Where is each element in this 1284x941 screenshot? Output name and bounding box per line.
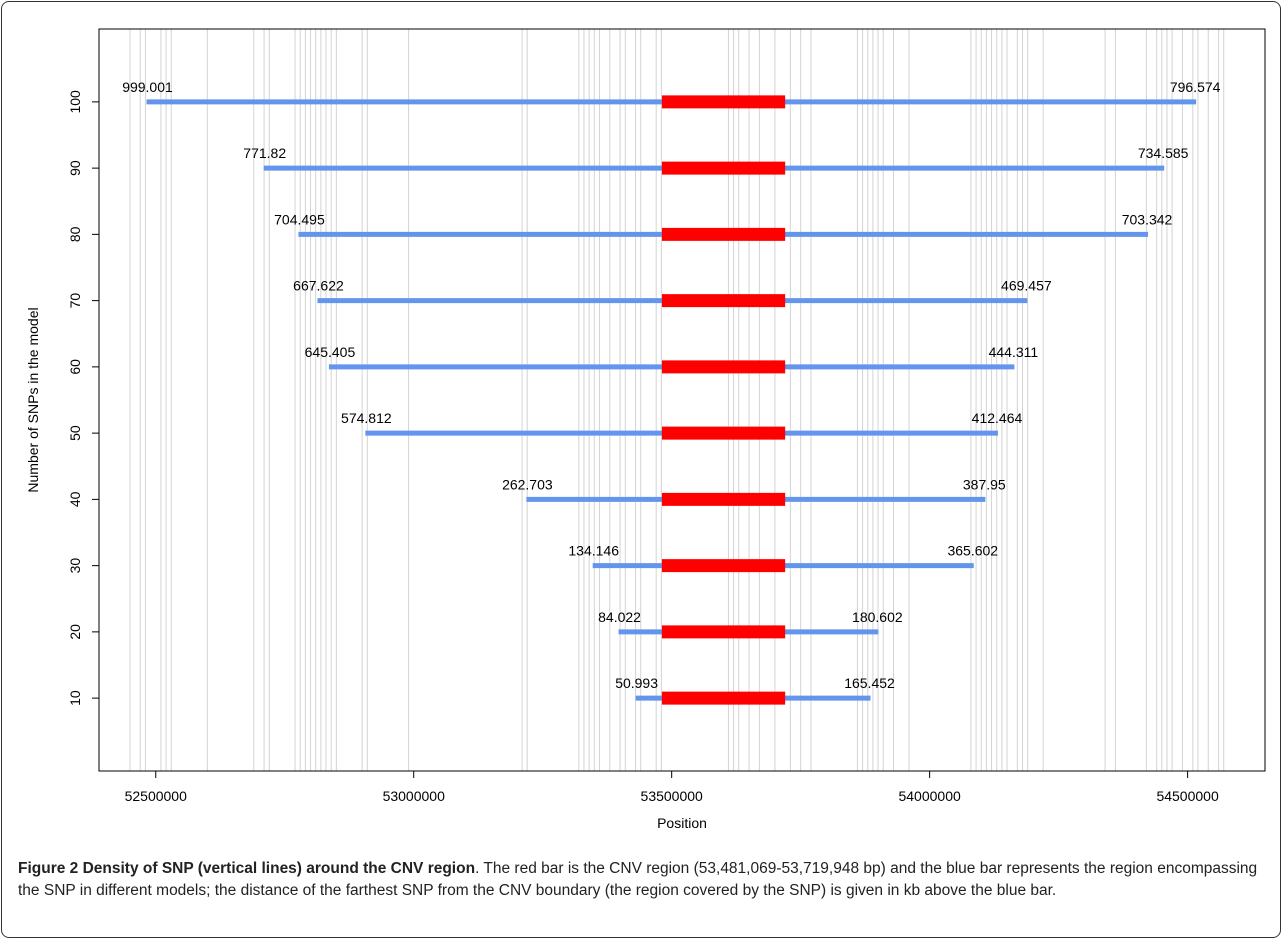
right-distance-label: 734.585 — [1138, 145, 1189, 161]
right-distance-label: 703.342 — [1122, 211, 1173, 227]
y-tick-label: 30 — [67, 558, 83, 574]
y-tick-label: 50 — [67, 425, 83, 441]
right-distance-label: 444.311 — [989, 344, 1039, 360]
figure-caption: Figure 2 Density of SNP (vertical lines)… — [18, 858, 1270, 902]
x-axis: 52500000 53000000 53500000 54000000 54500000 — [125, 771, 1219, 804]
left-distance-label: 771.82 — [243, 145, 286, 161]
snp-lines — [129, 29, 1225, 771]
x-axis-label: Position — [657, 815, 707, 831]
left-distance-label: 84.022 — [598, 609, 641, 625]
x-tick-label: 53500000 — [641, 788, 704, 804]
model-bars: 999.001 796.574 771.82 734.585 704.495 703.34… — [122, 79, 1221, 705]
left-distance-label: 134.146 — [568, 543, 619, 559]
left-distance-label: 667.622 — [293, 278, 344, 294]
right-distance-label: 180.602 — [852, 609, 903, 625]
chart: 52500000 53000000 53500000 54000000 54500000… — [25, 28, 1266, 831]
x-tick-label: 52500000 — [125, 788, 188, 804]
left-distance-label: 574.812 — [341, 410, 392, 426]
y-tick-label: 90 — [67, 160, 83, 176]
left-distance-label: 645.405 — [305, 344, 356, 360]
right-distance-label: 365.602 — [947, 543, 998, 559]
y-tick-label: 10 — [67, 690, 83, 706]
y-tick-label: 40 — [67, 491, 83, 507]
y-tick-label: 20 — [67, 624, 83, 640]
right-distance-label: 412.464 — [972, 410, 1023, 426]
caption-text: . The red bar is the CNV region (53,481,… — [18, 860, 1258, 899]
caption-title: Figure 2 Density of SNP (vertical lines)… — [18, 860, 476, 877]
y-tick-label: 70 — [67, 293, 83, 309]
left-distance-label: 704.495 — [274, 211, 325, 227]
x-tick-label: 54000000 — [898, 788, 961, 804]
y-tick-label: 80 — [67, 226, 83, 242]
left-distance-label: 50.993 — [615, 675, 658, 691]
y-tick-label: 100 — [67, 90, 83, 114]
y-axis: 10 20 30 40 50 60 70 80 90 100 — [67, 90, 99, 706]
y-axis-label: Number of SNPs in the model — [25, 307, 41, 492]
right-distance-label: 796.574 — [1170, 79, 1221, 95]
x-tick-label: 54500000 — [1156, 788, 1219, 804]
x-tick-label: 53000000 — [383, 788, 446, 804]
y-tick-label: 60 — [67, 359, 83, 375]
right-distance-label: 165.452 — [844, 675, 895, 691]
left-distance-label: 262.703 — [502, 476, 553, 492]
left-distance-label: 999.001 — [122, 79, 173, 95]
right-distance-label: 469.457 — [1001, 278, 1052, 294]
right-distance-label: 387.95 — [963, 476, 1006, 492]
plot-frame — [98, 28, 1266, 772]
